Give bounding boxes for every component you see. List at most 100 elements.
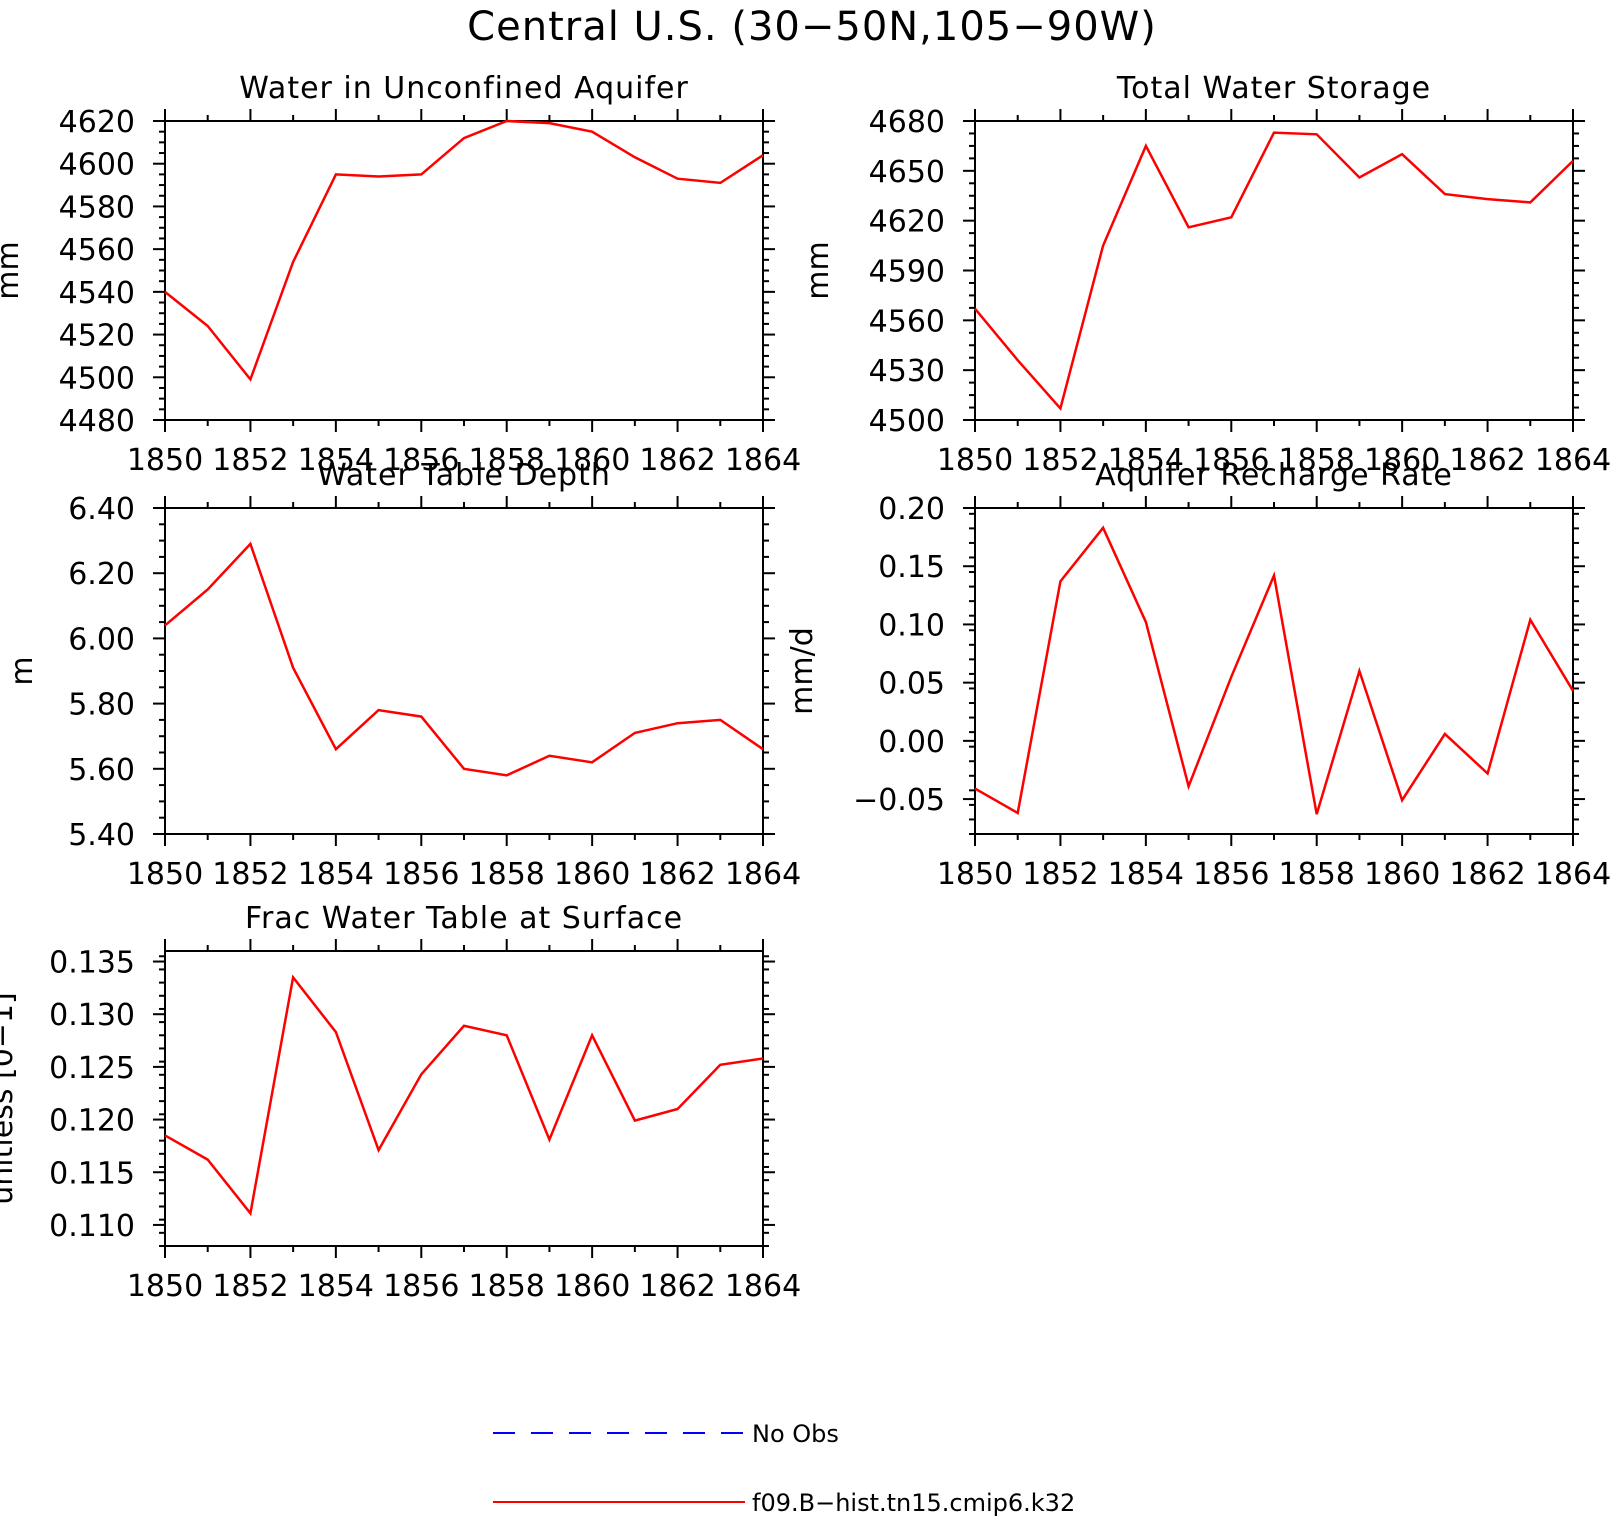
panel-title: Water in Unconfined Aquifer	[239, 71, 689, 106]
y-tick-label: 5.60	[68, 753, 135, 788]
y-tick-label: −0.05	[853, 783, 945, 818]
y-axis-label: mm	[801, 241, 836, 299]
y-tick-label: 0.15	[878, 550, 945, 585]
plot-frame	[164, 950, 764, 1247]
x-tick-label: 1856	[383, 857, 459, 892]
x-tick-label: 1864	[725, 443, 801, 478]
x-tick-label: 1852	[212, 857, 288, 892]
panel-water-in-unconfined-aquifer: 1850 1852 1854 1856 1858 1860 1862 1864 4480 4500…	[0, 71, 801, 478]
x-tick-label: 1862	[639, 1269, 715, 1304]
y-tick-label: 0.125	[49, 1051, 135, 1086]
y-axis-label: unitless [0−1]	[0, 992, 20, 1204]
x-tick-label: 1862	[1449, 857, 1525, 892]
y-tick-label: 0.10	[878, 608, 945, 643]
x-tick-label: 1856	[383, 443, 459, 478]
x-tick-label: 1850	[127, 1269, 203, 1304]
legend-label-no-obs: No Obs	[752, 1420, 839, 1448]
x-tick-label: 1854	[1108, 443, 1184, 478]
y-tick-label: 5.40	[68, 818, 135, 853]
y-tick-label: 4500	[59, 361, 135, 396]
y-tick-label: 0.120	[49, 1104, 135, 1139]
y-tick-label: 4680	[869, 105, 945, 140]
y-tick-label: 0.135	[49, 946, 135, 981]
x-tick-label: 1854	[1108, 857, 1184, 892]
x-tick-label: 1850	[127, 857, 203, 892]
legend: No Obs f09.B−hist.tn15.cmip6.k32	[493, 1420, 1075, 1517]
y-axis-label: mm/d	[785, 627, 820, 715]
panel-frac-water-table-at-surface: 1850 1852 1854 1856 1858 1860 1862 1864 0.110 0.1…	[0, 901, 801, 1304]
panel-total-water-storage: 1850 1852 1854 1856 1858 1860 1862 1864 4500 4530…	[801, 71, 1611, 478]
x-tick-label: 1858	[469, 1269, 545, 1304]
x-tick-label: 1856	[1193, 857, 1269, 892]
panel-title: Aquifer Recharge Rate	[1095, 458, 1453, 493]
y-tick-label: 4530	[869, 354, 945, 389]
x-tick-label: 1856	[1193, 443, 1269, 478]
x-tick-label: 1858	[469, 443, 545, 478]
panel-aquifer-recharge-rate: 1850 1852 1854 1856 1858 1860 1862 1864 −0.05 0.0…	[785, 458, 1611, 892]
y-tick-label: 4590	[869, 255, 945, 290]
figure-title: Central U.S. (30−50N,105−90W)	[467, 4, 1157, 50]
x-tick-label: 1858	[1279, 443, 1355, 478]
panel-title: Water Table Depth	[317, 458, 611, 493]
y-tick-label: 5.80	[68, 688, 135, 723]
x-tick-label: 1852	[212, 1269, 288, 1304]
x-tick-label: 1862	[639, 857, 715, 892]
y-tick-label: 0.05	[878, 667, 945, 702]
x-tick-label: 1862	[1449, 443, 1525, 478]
plot-frame	[974, 507, 1574, 835]
x-tick-label: 1852	[1022, 857, 1098, 892]
y-tick-label: 4600	[59, 148, 135, 183]
y-tick-label: 4560	[869, 304, 945, 339]
x-tick-label: 1854	[298, 443, 374, 478]
legend-label-model: f09.B−hist.tn15.cmip6.k32	[752, 1489, 1075, 1517]
y-axis-label: mm	[0, 241, 26, 299]
x-tick-label: 1860	[1364, 857, 1440, 892]
x-tick-label: 1850	[937, 443, 1013, 478]
y-tick-label: 4540	[59, 276, 135, 311]
panel-title: Frac Water Table at Surface	[245, 901, 683, 936]
y-tick-label: 0.00	[878, 725, 945, 760]
y-tick-label: 6.40	[68, 492, 135, 527]
y-tick-label: 0.110	[49, 1209, 135, 1244]
y-tick-label: 4520	[59, 319, 135, 354]
y-tick-label: 0.20	[878, 492, 945, 527]
x-tick-label: 1858	[469, 857, 545, 892]
x-tick-label: 1852	[212, 443, 288, 478]
y-tick-label: 4620	[59, 105, 135, 140]
x-tick-label: 1854	[298, 1269, 374, 1304]
panel-water-table-depth: 1850 1852 1854 1856 1858 1860 1862 1864 5.40 5.60…	[5, 458, 801, 892]
y-tick-label: 0.115	[49, 1156, 135, 1191]
x-tick-label: 1864	[725, 857, 801, 892]
series-line-water-table-depth	[164, 541, 764, 777]
x-tick-label: 1852	[1022, 443, 1098, 478]
panels: 1850 1852 1854 1856 1858 1860 1862 1864 4480 4500…	[0, 71, 1611, 1304]
y-tick-label: 4480	[59, 404, 135, 439]
plot-frame	[974, 120, 1574, 421]
y-tick-label: 6.20	[68, 557, 135, 592]
plot-frame	[164, 120, 764, 421]
series-line-aquifer-recharge-rate	[974, 525, 1575, 815]
x-tick-label: 1860	[554, 1269, 630, 1304]
x-tick-label: 1850	[937, 857, 1013, 892]
panel-title: Total Water Storage	[1116, 71, 1431, 106]
y-tick-label: 6.00	[68, 622, 135, 657]
series-line-water-in-unconfined-aquifer	[164, 119, 764, 382]
y-tick-label: 4580	[59, 190, 135, 225]
x-tick-label: 1854	[298, 857, 374, 892]
y-tick-label: 4650	[869, 155, 945, 190]
x-tick-label: 1862	[639, 443, 715, 478]
y-tick-label: 4560	[59, 233, 135, 268]
x-tick-label: 1858	[1279, 857, 1355, 892]
x-tick-label: 1850	[127, 443, 203, 478]
x-tick-label: 1864	[1535, 857, 1611, 892]
x-tick-label: 1864	[1535, 443, 1611, 478]
x-tick-label: 1860	[1364, 443, 1440, 478]
x-tick-label: 1864	[725, 1269, 801, 1304]
y-tick-label: 4620	[869, 205, 945, 240]
x-tick-label: 1860	[554, 857, 630, 892]
series-line-frac-water-table-at-surface	[164, 974, 764, 1217]
series-line-total-water-storage	[974, 131, 1574, 411]
x-tick-label: 1860	[554, 443, 630, 478]
y-tick-label: 0.130	[49, 998, 135, 1033]
